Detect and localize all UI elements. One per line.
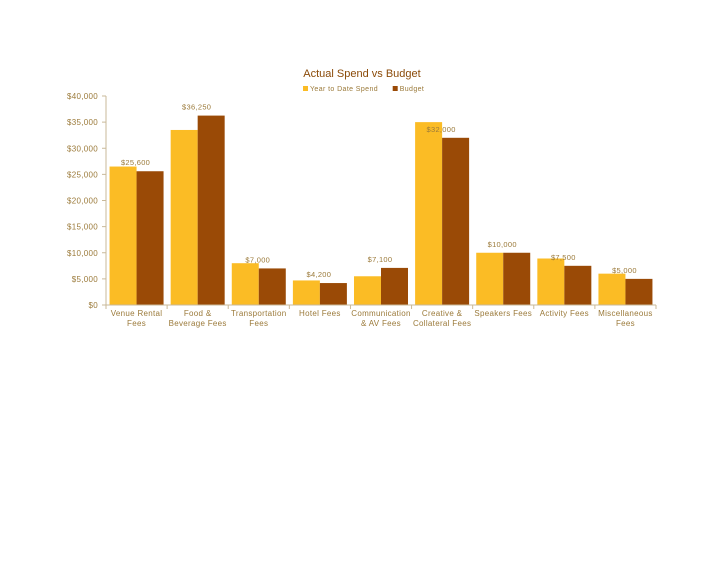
bar-spend-1 bbox=[109, 166, 137, 305]
data-label-9: $5,000 bbox=[612, 266, 637, 275]
y-tick-label: $35,000 bbox=[67, 118, 98, 127]
legend-label-2: Budget bbox=[400, 86, 425, 93]
data-label-8: $7,500 bbox=[551, 253, 576, 262]
chart-title: Actual Spend vs Budget bbox=[303, 68, 420, 80]
bar-budget-7 bbox=[503, 252, 531, 305]
bar-budget-4 bbox=[319, 283, 347, 305]
data-label-6: $32,000 bbox=[427, 125, 456, 134]
data-label-2: $36,250 bbox=[182, 103, 211, 112]
bar-budget-1 bbox=[136, 171, 164, 305]
x-tick-label: Fees bbox=[616, 319, 635, 328]
x-tick-label: Speakers Fees bbox=[474, 309, 532, 318]
x-tick-label: Food & bbox=[184, 309, 212, 318]
bar-spend-3 bbox=[231, 263, 259, 305]
bar-budget-2 bbox=[197, 115, 225, 305]
legend-label-1: Year to Date Spend bbox=[310, 86, 378, 93]
y-tick-label: $15,000 bbox=[67, 223, 98, 232]
data-label-5: $7,100 bbox=[368, 255, 393, 264]
bars bbox=[109, 115, 653, 305]
x-tick-label: Activity Fees bbox=[540, 309, 589, 318]
legend-swatch-1 bbox=[303, 86, 308, 91]
x-tick-label: Miscellaneous bbox=[598, 309, 653, 318]
bar-budget-8 bbox=[564, 265, 592, 305]
y-tick-label: $0 bbox=[89, 301, 99, 310]
y-tick-label: $10,000 bbox=[67, 249, 98, 258]
legend: Year to Date Spend Budget bbox=[303, 86, 424, 93]
data-label-3: $7,000 bbox=[245, 255, 270, 264]
x-tick-label: Hotel Fees bbox=[299, 309, 341, 318]
x-tick-label: Communication bbox=[351, 309, 410, 318]
x-tick-label: Fees bbox=[127, 319, 146, 328]
x-tick-label: Creative & bbox=[422, 309, 463, 318]
x-tick-label: Fees bbox=[249, 319, 268, 328]
bar-spend-6 bbox=[415, 122, 443, 305]
bar-spend-9 bbox=[598, 273, 626, 305]
y-tick-label: $5,000 bbox=[72, 275, 99, 284]
x-tick-label: & AV Fees bbox=[361, 319, 401, 328]
x-tick-label: Beverage Fees bbox=[169, 319, 227, 328]
bar-spend-8 bbox=[537, 258, 565, 305]
x-tick-label: Venue Rental bbox=[111, 309, 163, 318]
bar-budget-3 bbox=[258, 268, 286, 305]
bar-spend-7 bbox=[476, 252, 504, 305]
bar-spend-4 bbox=[292, 280, 320, 305]
bar-budget-9 bbox=[625, 278, 653, 305]
bar-spend-2 bbox=[170, 129, 198, 305]
legend-swatch-2 bbox=[392, 86, 398, 91]
y-tick-label: $25,000 bbox=[67, 170, 98, 179]
data-label-4: $4,200 bbox=[307, 270, 332, 279]
data-labels: $25,600 $36,250 $7,000 $4,200 $7,100 $32,000 $… bbox=[121, 103, 637, 279]
x-tick-label: Collateral Fees bbox=[413, 319, 471, 328]
bar-budget-5 bbox=[381, 267, 408, 305]
x-tick-label: Transportation bbox=[231, 309, 287, 318]
y-tick-label: $40,000 bbox=[67, 92, 98, 101]
data-label-1: $25,600 bbox=[121, 158, 150, 167]
data-label-7: $10,000 bbox=[488, 240, 517, 249]
y-tick-label: $20,000 bbox=[67, 197, 98, 206]
y-tick-label: $30,000 bbox=[67, 144, 98, 153]
y-axis: $0 $5,000 $10,000 $15,000 $20,000 $25,000 $30,… bbox=[67, 92, 107, 310]
bar-budget-6 bbox=[442, 137, 470, 305]
bar-spend-5 bbox=[354, 276, 381, 305]
